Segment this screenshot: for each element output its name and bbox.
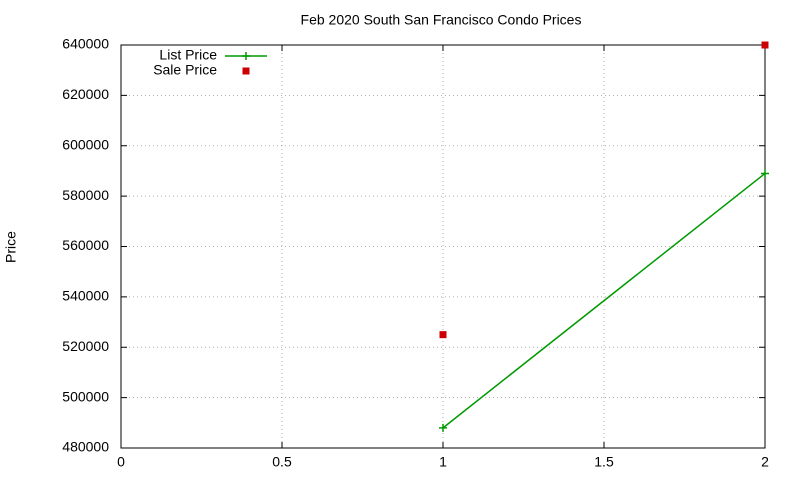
y-tick-label: 500000 (62, 388, 109, 404)
legend-marker (242, 67, 250, 75)
y-tick-label: 520000 (62, 338, 109, 354)
legend-label: Sale Price (153, 62, 217, 78)
y-tick-label: 640000 (62, 36, 109, 52)
legend-marker (242, 52, 250, 60)
chart-title: Feb 2020 South San Francisco Condo Price… (301, 12, 582, 28)
y-axis-label: Price (3, 231, 19, 263)
data-point (439, 331, 447, 339)
legend-label: List Price (159, 47, 217, 63)
x-tick-label: 1.5 (594, 454, 614, 470)
data-point (439, 423, 447, 432)
data-point (761, 41, 769, 49)
y-tick-label: 540000 (62, 288, 109, 304)
x-tick-label: 1 (439, 454, 447, 470)
y-tick-label: 480000 (62, 439, 109, 455)
series-line (442, 172, 766, 429)
plot-frame (120, 44, 766, 449)
y-tick-label: 600000 (62, 136, 109, 152)
y-tick-label: 580000 (62, 187, 109, 203)
x-tick-label: 0 (117, 454, 125, 470)
data-point (761, 169, 769, 178)
x-tick-label: 0.5 (272, 454, 292, 470)
y-tick-label: 620000 (62, 86, 109, 102)
x-tick-label: 2 (761, 454, 769, 470)
y-tick-label: 560000 (62, 237, 109, 253)
